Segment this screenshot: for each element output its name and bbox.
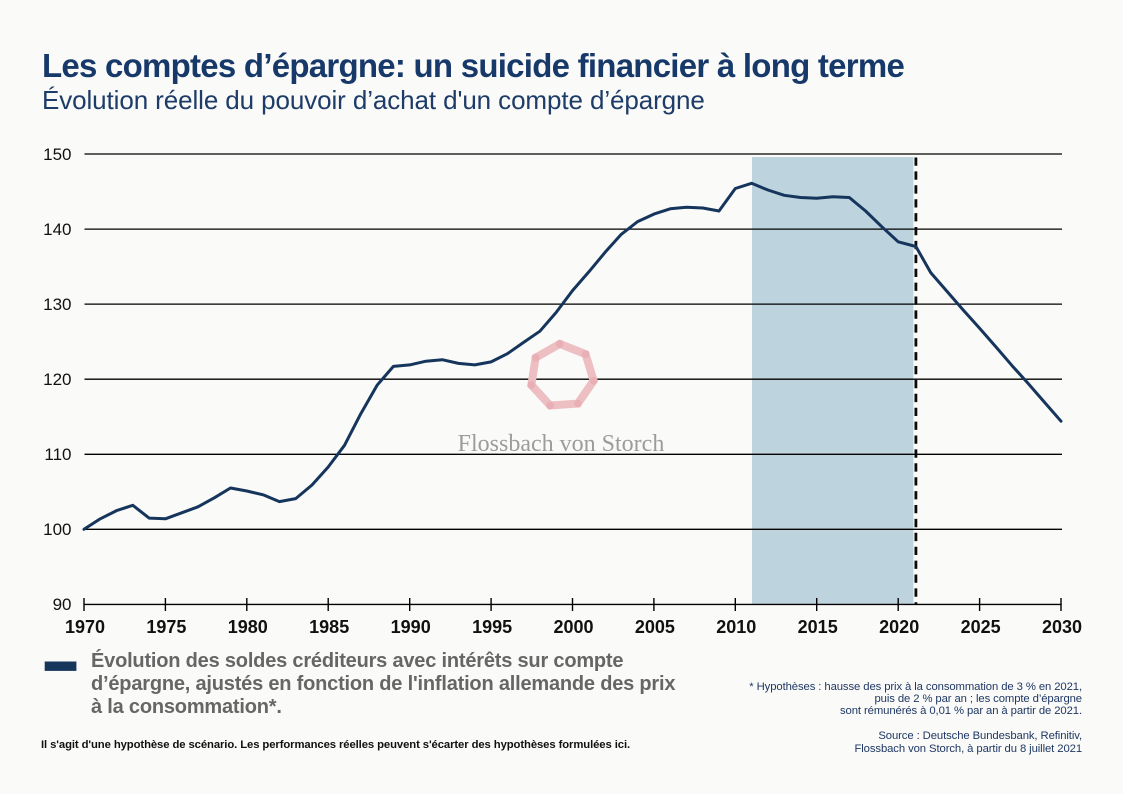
svg-text:Flossbach von Storch: Flossbach von Storch: [458, 431, 665, 457]
